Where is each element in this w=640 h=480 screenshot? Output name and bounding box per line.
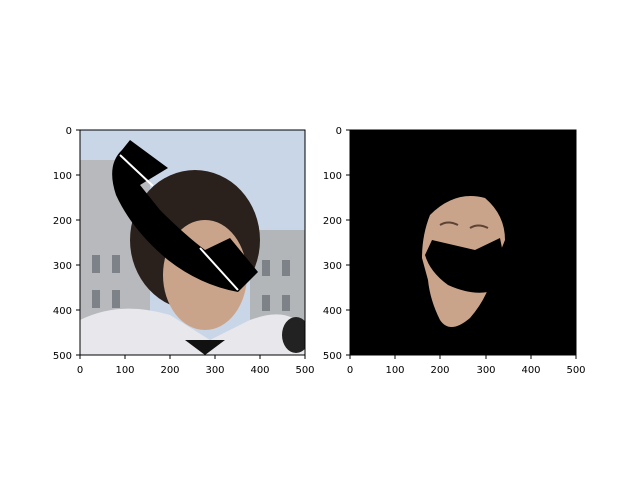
left-y-axis: 0 100 200 300 400 500 (53, 126, 80, 362)
left-y-tick-0: 0 (66, 126, 72, 137)
eye-left (439, 221, 459, 226)
left-y-tick-2: 200 (53, 216, 72, 227)
mask-edge (119, 154, 239, 291)
eye-right (469, 224, 489, 229)
right-y-tick-5: 500 (323, 351, 342, 362)
mask-stroke (112, 140, 259, 292)
microphone (282, 317, 305, 353)
left-x-tick-3: 300 (205, 365, 224, 376)
left-panel (79, 129, 306, 356)
right-y-tick-3: 300 (323, 261, 342, 272)
left-axes-frame (79, 129, 306, 356)
right-panel (349, 129, 577, 356)
left-x-tick-2: 200 (160, 365, 179, 376)
right-image (350, 130, 576, 355)
jacket (80, 308, 305, 355)
right-y-axis: 0 100 200 300 400 500 (323, 126, 350, 362)
right-y-tick-2: 200 (323, 216, 342, 227)
right-y-tick-0: 0 (336, 126, 342, 137)
left-y-tick-5: 500 (53, 351, 72, 362)
left-image (80, 130, 305, 355)
right-x-axis: 0 100 200 300 400 500 (347, 355, 586, 376)
right-y-tick-1: 100 (323, 171, 342, 182)
right-x-tick-1: 100 (385, 365, 404, 376)
left-y-tick-4: 400 (53, 306, 72, 317)
left-x-tick-5: 500 (295, 365, 314, 376)
left-x-tick-0: 0 (77, 365, 83, 376)
mask-region (425, 238, 506, 293)
collar-shadow (185, 340, 225, 355)
right-x-tick-4: 400 (521, 365, 540, 376)
left-x-axis: 0 100 200 300 400 500 (77, 355, 315, 376)
left-y-tick-3: 300 (53, 261, 72, 272)
right-x-tick-5: 500 (566, 365, 585, 376)
right-y-tick-4: 400 (323, 306, 342, 317)
right-x-tick-3: 300 (476, 365, 495, 376)
left-x-tick-1: 100 (115, 365, 134, 376)
right-x-tick-0: 0 (347, 365, 353, 376)
left-y-tick-1: 100 (53, 171, 72, 182)
right-x-tick-2: 200 (430, 365, 449, 376)
right-axes-frame (349, 129, 577, 356)
left-x-tick-4: 400 (250, 365, 269, 376)
